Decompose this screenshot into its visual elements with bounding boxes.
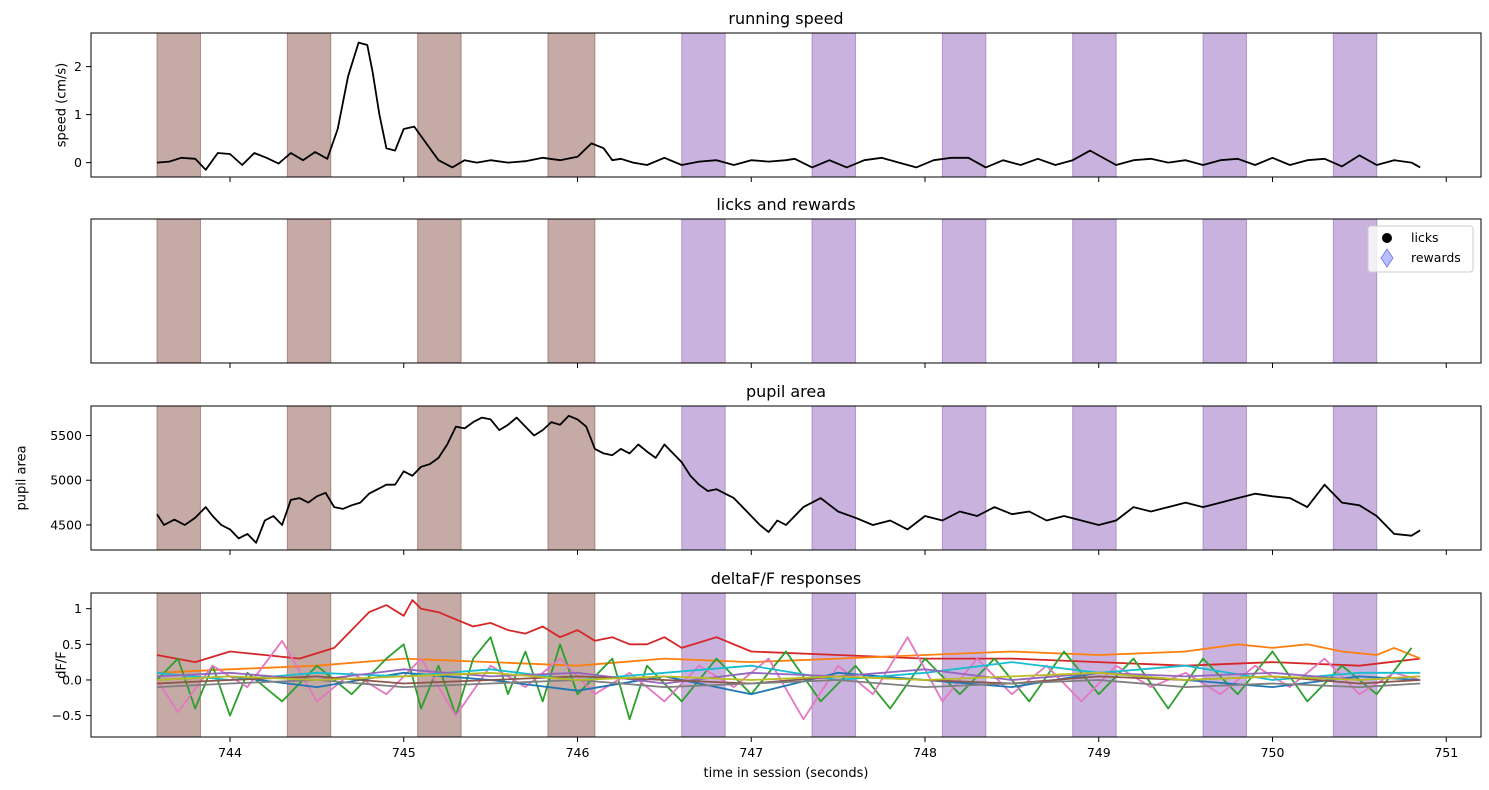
y-tick-label: −0.5 [52, 708, 82, 723]
purple-window [941, 592, 987, 738]
purple-window [1072, 592, 1117, 738]
purple-window [1072, 32, 1117, 178]
y-ticks: 4500 5000 5500 [50, 428, 91, 532]
panel-shading [156, 218, 1378, 364]
purple-window [811, 405, 856, 551]
purple-window [681, 405, 726, 551]
purple-window [681, 218, 726, 364]
x-tick-label: 747 [739, 745, 763, 760]
y-axis-label: speed (cm/s) [55, 63, 70, 148]
series-line [156, 671, 1421, 681]
purple-window [941, 32, 987, 178]
purple-window [811, 32, 856, 178]
panel-title: licks and rewards [716, 195, 855, 214]
series-line [156, 679, 1421, 688]
brown-window [547, 405, 596, 551]
y-axis-label: dF/F [55, 651, 70, 679]
x-tick-label: 750 [1261, 745, 1285, 760]
brown-window [286, 218, 332, 364]
series-line [156, 636, 1421, 721]
panel-title: deltaF/F responses [711, 569, 861, 588]
x-ticks [229, 363, 1447, 368]
licks-legend-marker [1382, 233, 1392, 243]
pupil-area-panel: 4500 5000 5500 pupil area pupil area [15, 382, 1482, 555]
y-axis-label: pupil area [15, 445, 30, 510]
y-ticks: −0.5 0.0 0.5 1 [52, 601, 91, 723]
purple-window [1072, 405, 1117, 551]
licks-and-rewards-panel: licks and rewards licks rewards [90, 195, 1482, 368]
purple-window [1202, 218, 1247, 364]
y-tick-label: 1 [74, 107, 82, 122]
legend: licks rewards [1367, 225, 1474, 273]
pupil-area-line [156, 414, 1421, 544]
purple-window [941, 405, 987, 551]
series-line [156, 414, 1421, 544]
brown-window [156, 32, 201, 178]
x-tick-label: 749 [1087, 745, 1111, 760]
x-tick-label: 748 [913, 745, 937, 760]
y-tick-label: 4500 [50, 517, 82, 532]
panel-title: pupil area [746, 382, 826, 401]
purple-window [1332, 32, 1378, 178]
purple-window [1202, 32, 1247, 178]
purple-window [811, 592, 856, 738]
y-tick-label: 5000 [50, 473, 82, 488]
brown-window [286, 32, 332, 178]
x-ticks: 744 745 746 747 748 749 750 751 [218, 737, 1458, 760]
panel-frame [90, 32, 1482, 178]
purple-window [1332, 405, 1378, 551]
panel-frame [90, 592, 1482, 738]
purple-window [811, 218, 856, 364]
purple-window [681, 592, 726, 738]
brown-window [417, 218, 462, 364]
panel-shading [156, 32, 1378, 178]
x-tick-label: 745 [392, 745, 416, 760]
panel-shading [156, 405, 1378, 551]
purple-window [1202, 405, 1247, 551]
panel-frame [90, 218, 1482, 364]
y-tick-label: 1 [74, 601, 82, 616]
legend-label-licks: licks [1411, 230, 1439, 245]
brown-window [547, 218, 596, 364]
legend-box [1367, 225, 1474, 273]
brown-window [156, 592, 201, 738]
y-tick-label: 5500 [50, 428, 82, 443]
series-line [156, 643, 1421, 674]
y-ticks: 0 1 2 [74, 59, 91, 170]
running-speed-line [156, 41, 1421, 171]
y-tick-label: 0.0 [62, 672, 82, 687]
brown-window [156, 218, 201, 364]
brown-window [417, 32, 462, 178]
brown-window [286, 405, 332, 551]
series-line [156, 668, 1421, 685]
brown-window [547, 32, 596, 178]
y-tick-label: 2 [74, 59, 82, 74]
purple-window [941, 218, 987, 364]
running-speed-panel: 0 1 2 running speed speed (cm/s) [55, 9, 1482, 182]
series-line [156, 41, 1421, 171]
purple-window [1072, 218, 1117, 364]
deltaf-traces [156, 599, 1421, 721]
x-ticks [229, 177, 1447, 182]
x-tick-label: 744 [218, 745, 242, 760]
panel-frame [90, 405, 1482, 551]
y-tick-label: 0 [74, 155, 82, 170]
brown-window [156, 405, 201, 551]
x-tick-label: 751 [1434, 745, 1458, 760]
x-ticks [229, 550, 1447, 555]
panel-title: running speed [728, 9, 843, 28]
y-tick-label: 0.5 [62, 637, 82, 652]
x-tick-label: 746 [566, 745, 590, 760]
legend-label-rewards: rewards [1411, 250, 1461, 265]
rewards-legend-marker [1380, 248, 1394, 268]
purple-window [681, 32, 726, 178]
x-axis-label: time in session (seconds) [703, 766, 868, 781]
deltaf-responses-panel: 744 745 746 747 748 749 750 751 −0.5 0.0 0.5 1 del… [52, 569, 1482, 781]
